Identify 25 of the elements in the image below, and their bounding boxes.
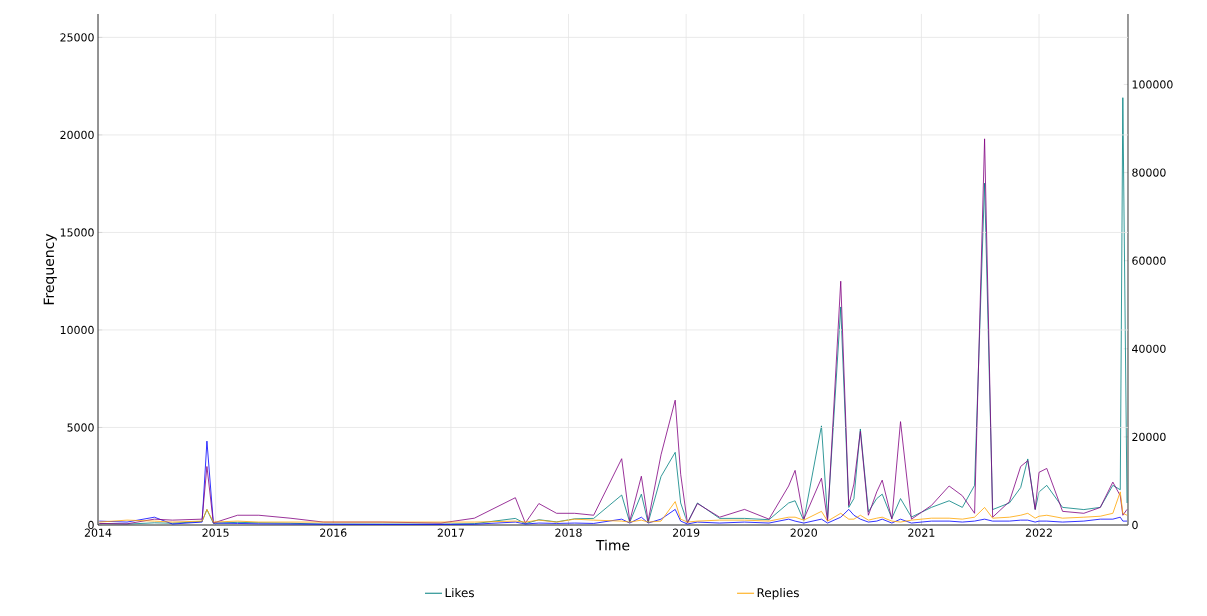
y2-tick-label: 20000: [1132, 432, 1166, 442]
x-tick-label: 2018: [555, 528, 582, 537]
x-axis-title: Time: [595, 539, 630, 551]
y-tick-label: 5000: [67, 423, 94, 432]
x-tick-label: 2021: [908, 528, 935, 537]
y-axis-title: Frequency: [43, 233, 57, 305]
x-tick-label: 2015: [202, 528, 229, 537]
x-tick-label: 2017: [437, 528, 464, 537]
x-tick-label: 2020: [790, 528, 817, 537]
y2-tick-label: 40000: [1132, 344, 1166, 353]
legend-label: Likes: [445, 587, 474, 598]
y2-tick-label: 60000: [1132, 256, 1166, 265]
y2-tick-label: 80000: [1132, 168, 1166, 177]
legend-label: Replies: [757, 587, 799, 600]
y2-tick-label: 100000: [1132, 80, 1173, 89]
x-tick-label: 2019: [673, 528, 700, 537]
x-tick-label: 2014: [84, 528, 112, 537]
y-tick-label: 0: [88, 520, 94, 530]
x-tick-label: 2016: [320, 528, 347, 537]
y2-tick-label: 0: [1132, 520, 1138, 530]
y-tick-label: 10000: [60, 325, 94, 335]
y-tick-label: 15000: [60, 228, 94, 237]
x-tick-label: 2022: [1025, 528, 1052, 537]
y-tick-label: 20000: [60, 130, 94, 140]
y-tick-label: 25000: [60, 33, 94, 42]
